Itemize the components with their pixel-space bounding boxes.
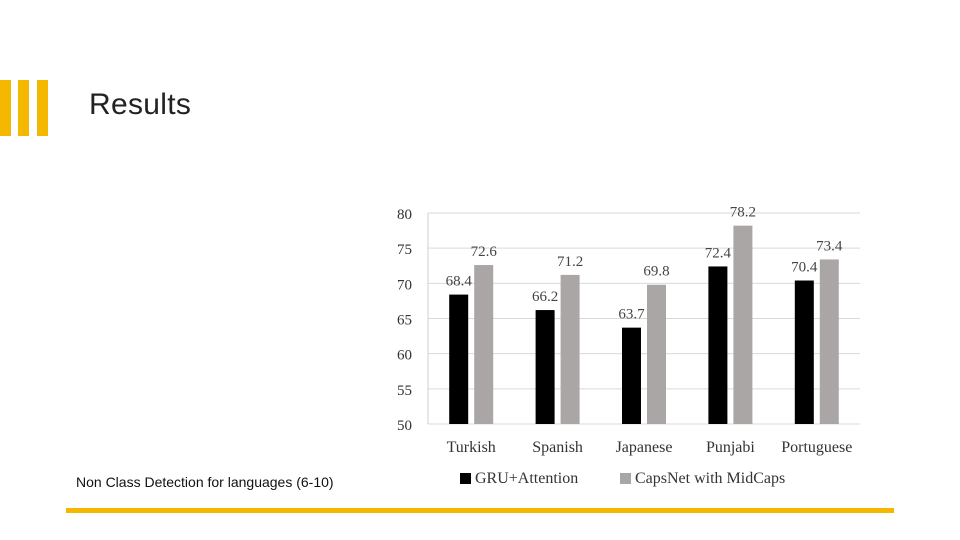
bottom-rule: [66, 508, 894, 513]
x-tick-label: Portuguese: [781, 439, 852, 456]
data-label: 71.2: [557, 254, 583, 270]
x-tick-label: Spanish: [532, 439, 583, 456]
data-label: 73.4: [816, 238, 843, 254]
data-label: 72.4: [705, 245, 732, 261]
bar: [733, 225, 753, 424]
legend-label: CapsNet with MidCaps: [635, 470, 785, 487]
bar: [647, 284, 666, 424]
x-tick-label: Turkish: [447, 439, 496, 456]
y-tick-label: 55: [397, 383, 412, 399]
y-tick-label: 60: [397, 348, 412, 364]
bar: [622, 327, 641, 424]
data-label: 70.4: [791, 260, 818, 276]
bar: [449, 294, 469, 424]
bar: [560, 274, 580, 424]
data-label: 78.2: [730, 205, 756, 221]
data-label: 66.2: [532, 289, 558, 305]
bar: [819, 259, 839, 424]
accent-bar-1: [0, 80, 11, 136]
legend-swatch: [620, 473, 631, 484]
data-label: 63.7: [618, 307, 645, 323]
bar: [794, 280, 814, 424]
accent-bar-3: [37, 80, 48, 136]
bar: [708, 266, 728, 424]
accent-bar-2: [18, 80, 29, 136]
slide-caption: Non Class Detection for languages (6-10): [76, 474, 334, 490]
slide-title: Results: [89, 88, 192, 121]
y-tick-label: 65: [397, 313, 412, 329]
data-label: 69.8: [643, 264, 669, 280]
y-tick-label: 80: [397, 207, 412, 223]
y-tick-label: 75: [397, 242, 412, 258]
bar: [474, 265, 494, 424]
x-tick-label: Japanese: [616, 439, 673, 456]
x-tick-label: Punjabi: [706, 439, 755, 456]
data-label: 72.6: [471, 244, 498, 260]
data-label: 68.4: [446, 274, 473, 290]
y-tick-label: 70: [397, 277, 412, 293]
legend-label: GRU+Attention: [475, 470, 578, 487]
bar: [535, 310, 555, 424]
legend-swatch: [460, 473, 471, 484]
y-tick-label: 50: [397, 418, 412, 434]
